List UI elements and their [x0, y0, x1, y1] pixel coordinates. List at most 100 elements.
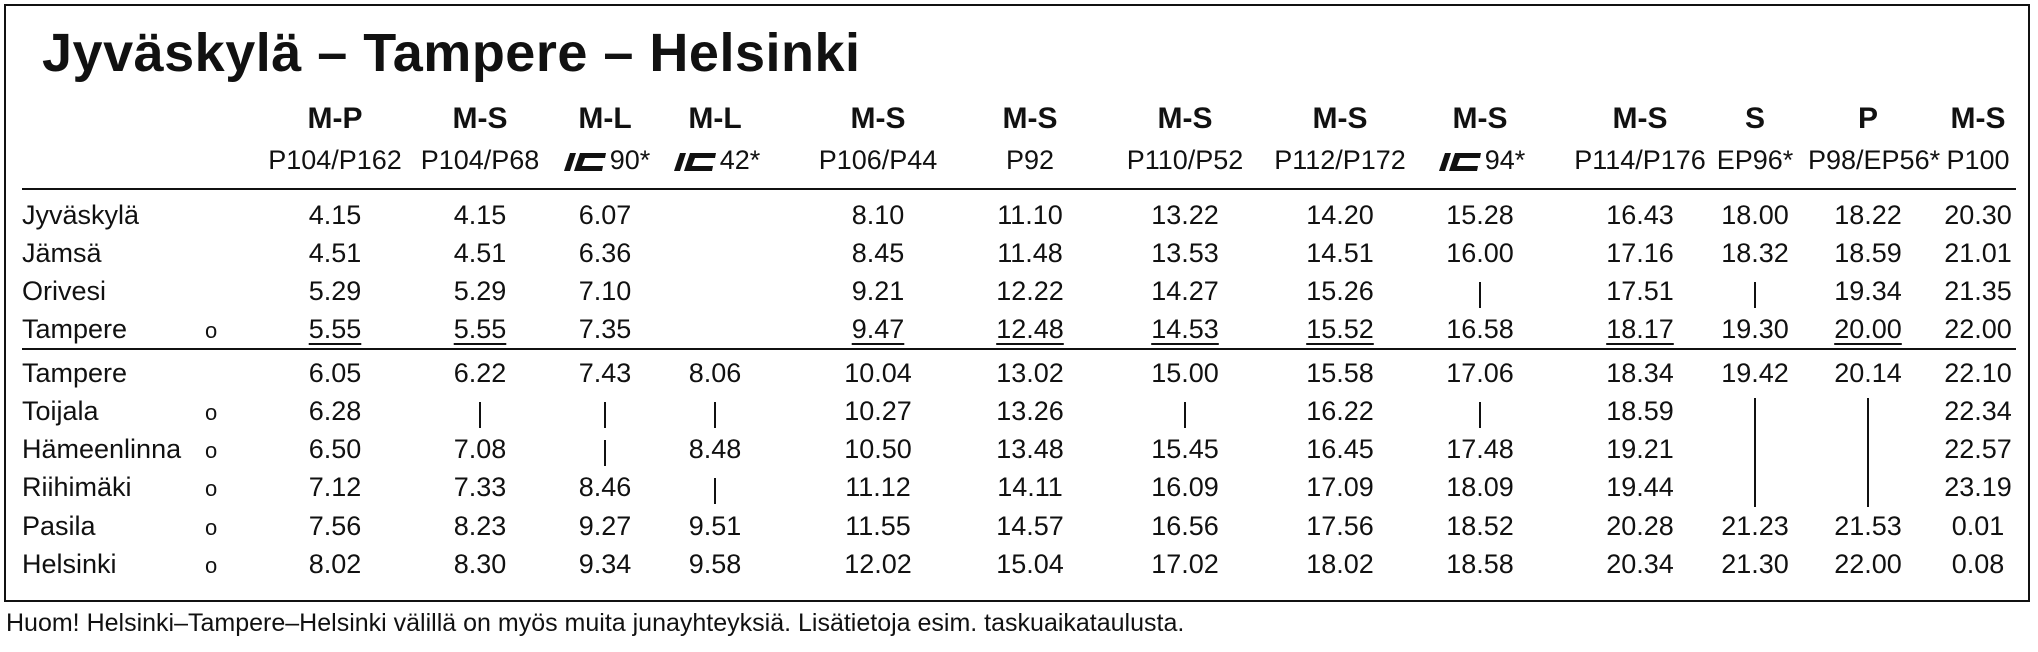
departure-time: 0.08 — [1951, 549, 2005, 579]
departure-time: 8.02 — [308, 549, 362, 579]
departure-time: 20.28 — [1606, 511, 1674, 541]
departure-time: 22.00 — [1834, 549, 1902, 579]
departure-time: 17.48 — [1446, 434, 1514, 464]
departure-time: 18.17 — [1606, 314, 1674, 344]
column-type-label: M-S — [1950, 102, 2006, 135]
passes-through-marker — [479, 402, 481, 428]
departure-time: 20.30 — [1944, 200, 2012, 230]
departure-time: 13.53 — [1151, 238, 1219, 268]
departure-time: 8.48 — [688, 434, 742, 464]
departure-time: 6.07 — [578, 200, 632, 230]
station-name: Riihimäki — [22, 472, 132, 502]
column-type-label: M-S — [1612, 102, 1668, 135]
departure-time: 18.09 — [1446, 472, 1514, 502]
train-number-text: P114/P176 — [1574, 145, 1706, 175]
station-name: Pasila — [22, 511, 96, 541]
departure-time: 15.28 — [1446, 200, 1514, 230]
departure-time: 15.04 — [996, 549, 1064, 579]
stop-marker: o — [205, 515, 218, 540]
passes-through-marker — [1754, 398, 1756, 507]
departure-time: 4.15 — [453, 200, 507, 230]
departure-time: 4.15 — [308, 200, 362, 230]
train-number-label: 94* — [1420, 145, 1540, 176]
departure-time: 19.42 — [1721, 358, 1789, 388]
column-type-label: M-S — [1452, 102, 1508, 135]
departure-time: 22.57 — [1944, 434, 2012, 464]
train-number-label: P98/EP56* — [1808, 145, 1940, 176]
departure-time: 12.22 — [996, 276, 1064, 306]
departure-time: 16.09 — [1151, 472, 1219, 502]
departure-time: 7.10 — [578, 276, 632, 306]
departure-time: 15.52 — [1306, 314, 1374, 344]
column-type-label: M-S — [1157, 102, 1213, 135]
departure-time: 4.51 — [308, 238, 362, 268]
departure-time: 17.51 — [1606, 276, 1674, 306]
departure-time: 16.00 — [1446, 238, 1514, 268]
departure-time: 22.10 — [1944, 358, 2012, 388]
column-type-label: M-L — [578, 102, 632, 135]
departure-time: 18.34 — [1606, 358, 1674, 388]
departure-time: 8.30 — [453, 549, 507, 579]
departure-time: 16.56 — [1151, 511, 1219, 541]
departure-time: 9.51 — [688, 511, 742, 541]
stop-marker: o — [205, 476, 218, 501]
departure-time: 16.43 — [1606, 200, 1674, 230]
column-type-label: M-S — [1312, 102, 1368, 135]
departure-time: 17.06 — [1446, 358, 1514, 388]
departure-time: 13.48 — [996, 434, 1064, 464]
header-divider — [22, 188, 2016, 190]
train-number-text: P104/P162 — [268, 145, 402, 175]
column-type-label: M-S — [452, 102, 508, 135]
departure-time: 20.14 — [1834, 358, 1902, 388]
departure-time: 18.02 — [1306, 549, 1374, 579]
footnote: Huom! Helsinki–Tampere–Helsinki välillä … — [6, 609, 1185, 637]
departure-time: 9.27 — [578, 511, 632, 541]
intercity-logo-icon — [563, 152, 606, 171]
stop-marker: o — [205, 400, 218, 425]
page-title: Jyväskylä – Tampere – Helsinki — [42, 23, 861, 83]
train-number-text: P106/P44 — [818, 145, 938, 175]
departure-time: 9.21 — [851, 276, 905, 306]
departure-time: 21.01 — [1944, 238, 2012, 268]
departure-time: 17.16 — [1606, 238, 1674, 268]
departure-time: 10.27 — [844, 396, 912, 426]
departure-time: 14.53 — [1151, 314, 1219, 344]
departure-time: 13.26 — [996, 396, 1064, 426]
departure-time: 8.46 — [578, 472, 632, 502]
train-number-text: 42* — [719, 145, 761, 175]
departure-time: 20.34 — [1606, 549, 1674, 579]
departure-time: 21.30 — [1721, 549, 1789, 579]
train-number-label: P106/P44 — [803, 145, 953, 176]
departure-time: 18.32 — [1721, 238, 1789, 268]
departure-time: 13.22 — [1151, 200, 1219, 230]
passes-through-marker — [1184, 402, 1186, 428]
passes-through-marker — [604, 402, 606, 428]
departure-time: 20.00 — [1834, 314, 1902, 344]
train-number-text: P98/EP56* — [1808, 145, 1941, 175]
train-number-label: 90* — [545, 145, 665, 176]
departure-time: 6.50 — [308, 434, 362, 464]
departure-time: 6.28 — [308, 396, 362, 426]
departure-time: 9.47 — [851, 314, 905, 344]
intercity-logo-icon — [673, 152, 716, 171]
departure-time: 5.29 — [453, 276, 507, 306]
passes-through-marker — [1479, 282, 1481, 308]
station-name: Hämeenlinna — [22, 434, 182, 464]
departure-time: 22.34 — [1944, 396, 2012, 426]
column-type-label: M-S — [850, 102, 906, 135]
departure-time: 17.09 — [1306, 472, 1374, 502]
column-type-label: S — [1744, 102, 1765, 135]
train-number-label: EP96* — [1705, 145, 1805, 176]
departure-time: 14.51 — [1306, 238, 1374, 268]
train-number-text: 90* — [609, 145, 651, 175]
departure-time: 8.06 — [688, 358, 742, 388]
station-name: Helsinki — [22, 549, 117, 579]
departure-time: 19.34 — [1834, 276, 1902, 306]
departure-time: 14.11 — [997, 472, 1063, 502]
departure-time: 15.26 — [1306, 276, 1374, 306]
departure-time: 15.00 — [1151, 358, 1219, 388]
intercity-logo-icon — [1438, 152, 1481, 171]
departure-time: 17.02 — [1151, 549, 1219, 579]
train-number-text: P100 — [1946, 145, 2010, 175]
departure-time: 9.34 — [578, 549, 632, 579]
